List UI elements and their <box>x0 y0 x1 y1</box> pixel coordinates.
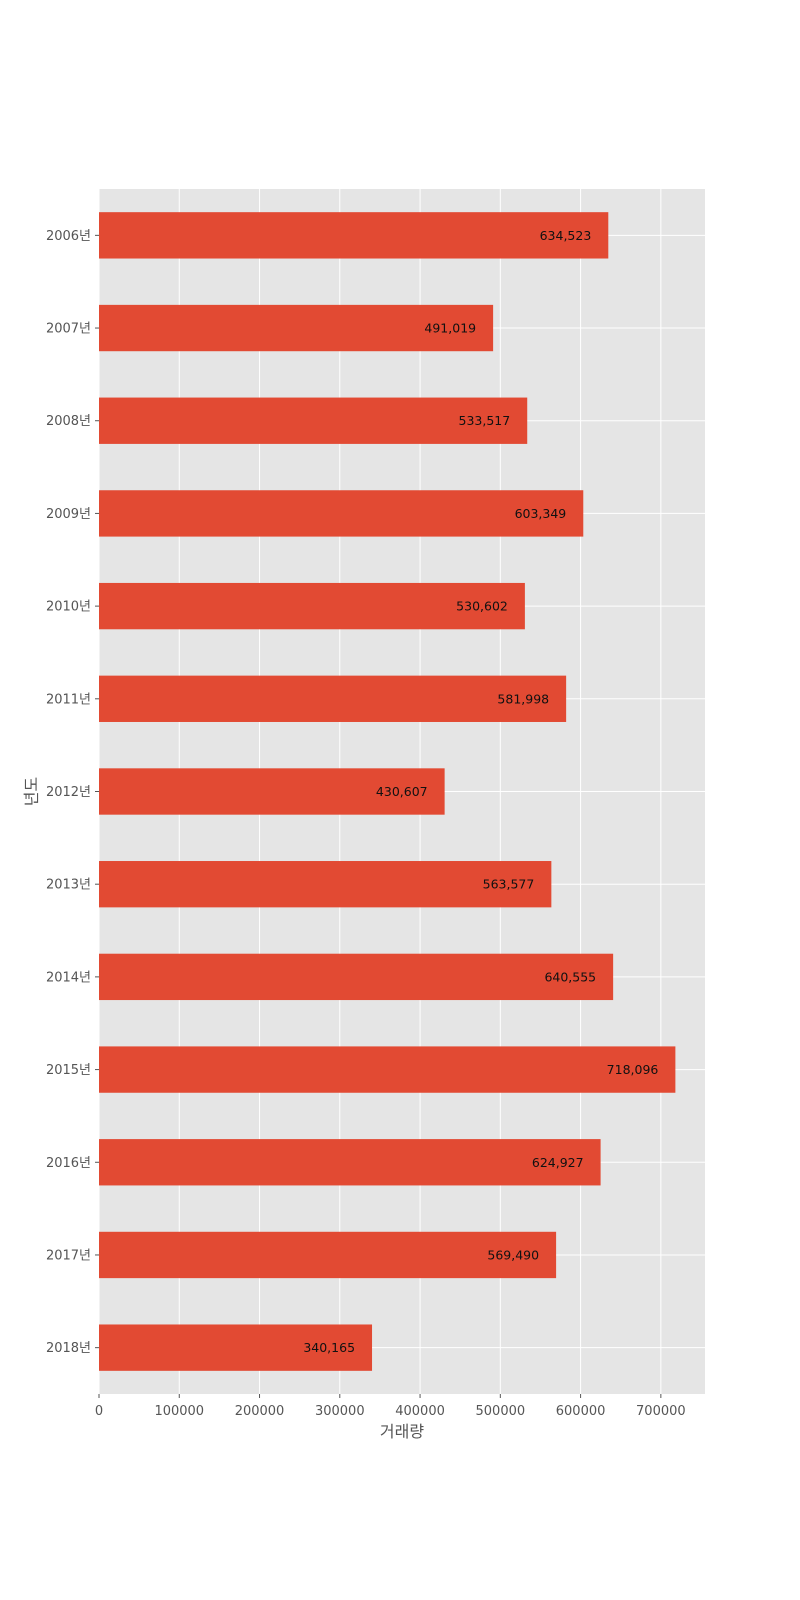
bar <box>99 1139 601 1186</box>
bar-value-label: 491,019 <box>424 321 476 336</box>
bar-value-label: 624,927 <box>532 1155 584 1170</box>
y-tick-label: 2006년 <box>46 229 91 244</box>
bar-value-label: 640,555 <box>544 969 596 984</box>
bar <box>99 304 494 352</box>
y-tick-label: 2017년 <box>46 1248 91 1263</box>
data-labels: 634,523 491,019 533,517 603,349 530,602 581,9… <box>303 228 658 1355</box>
x-axis-title: 거래량 <box>380 1422 424 1441</box>
x-tick-label: 200000 <box>235 1404 285 1419</box>
y-tick-label: 2009년 <box>46 507 91 522</box>
y-tick-label: 2013년 <box>46 878 91 893</box>
bar <box>99 675 567 722</box>
bar <box>99 490 584 537</box>
y-tick-label: 2018년 <box>46 1341 91 1356</box>
y-tick-label: 2014년 <box>46 970 91 985</box>
y-tick-label: 2008년 <box>46 414 91 429</box>
bar-value-label: 634,523 <box>540 228 592 243</box>
y-axis-title: 년도 <box>22 777 41 806</box>
bar <box>99 1046 676 1093</box>
x-axis-ticks: 0 100000 200000 300000 400000 500000 600000 700… <box>95 1394 686 1419</box>
y-tick-label: 2010년 <box>46 600 91 615</box>
y-tick-label: 2015년 <box>46 1063 91 1078</box>
bar <box>99 861 552 908</box>
bar <box>99 768 445 815</box>
x-tick-label: 500000 <box>476 1404 526 1419</box>
bar-value-label: 530,602 <box>456 599 508 614</box>
bar-value-label: 430,607 <box>376 784 428 799</box>
bar-value-label: 569,490 <box>487 1247 539 1262</box>
x-tick-label: 0 <box>95 1404 103 1419</box>
y-tick-label: 2012년 <box>46 785 91 800</box>
bar <box>99 397 528 444</box>
bar <box>99 1324 373 1371</box>
x-tick-label: 700000 <box>636 1404 686 1419</box>
bar <box>99 212 609 259</box>
x-tick-label: 600000 <box>556 1404 606 1419</box>
x-tick-label: 300000 <box>315 1404 365 1419</box>
bar <box>99 582 525 630</box>
x-tick-label: 100000 <box>154 1404 204 1419</box>
y-axis-ticks: 2006년 2007년 2008년 2009년 2010년 2011년 2012년 2013년… <box>46 229 99 1356</box>
x-tick-label: 400000 <box>395 1404 445 1419</box>
bars <box>99 212 676 1371</box>
y-tick-label: 2007년 <box>46 322 91 337</box>
bar-value-label: 340,165 <box>303 1340 355 1355</box>
bar-value-label: 581,998 <box>497 691 549 706</box>
y-tick-label: 2016년 <box>46 1156 91 1171</box>
bar <box>99 953 614 1001</box>
bar-value-label: 533,517 <box>459 413 511 428</box>
y-tick-label: 2011년 <box>46 692 91 707</box>
bar-value-label: 563,577 <box>483 877 535 892</box>
bar-value-label: 718,096 <box>607 1062 659 1077</box>
bar <box>99 1231 557 1279</box>
bar-value-label: 603,349 <box>515 506 567 521</box>
